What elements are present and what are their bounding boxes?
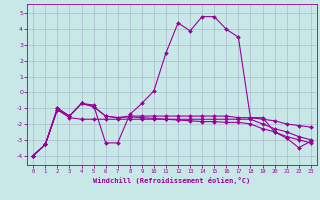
X-axis label: Windchill (Refroidissement éolien,°C): Windchill (Refroidissement éolien,°C)	[93, 177, 251, 184]
